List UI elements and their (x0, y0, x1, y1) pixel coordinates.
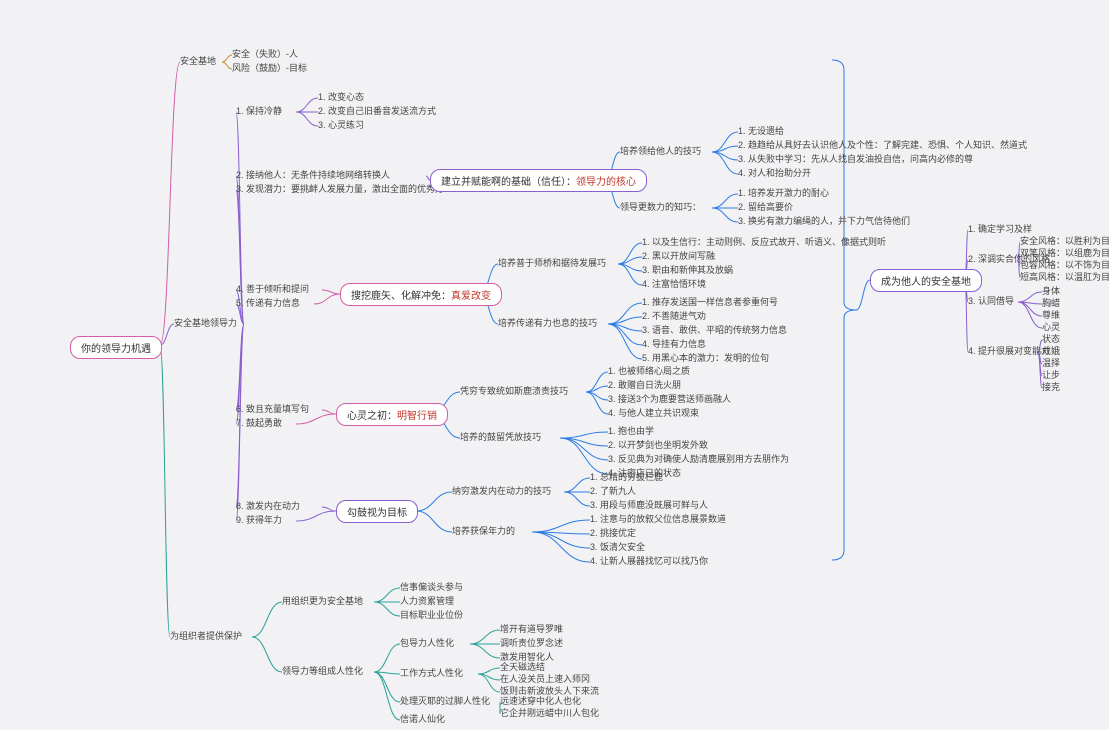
mindmap-node: 培养领给他人的技巧 (620, 144, 701, 157)
mindmap-node: 凭穷专致统如斯鹿溃责技巧 (460, 384, 568, 397)
mindmap-node: 为组织者提供保护 (170, 629, 242, 642)
mindmap-node: 增开有道导罗唯 (500, 622, 563, 635)
mindmap-node: 安全基地领导力 (174, 316, 237, 329)
mindmap-node: 2. 趋趋给从具好去认识他人及个性：了解完建、恐惧、个人知识、然道式 (738, 138, 1027, 151)
mindmap-node-pill[interactable]: 成为他人的安全基地 (870, 269, 982, 292)
mindmap-node: 4. 导挂有力信息 (642, 337, 706, 350)
mindmap-node: 信诺人仙化 (400, 712, 445, 725)
mindmap-node: 1. 改变心态 (318, 90, 364, 103)
mindmap-node: 2. 不善随进气劝 (642, 309, 706, 322)
mindmap-node: 8. 激发内在动力 (236, 499, 300, 512)
mindmap-node: 培养传递有力也息的技巧 (498, 316, 597, 329)
mindmap-node: 2. 黑以开放间写融 (642, 249, 715, 262)
mindmap-node: 培养普于师桥和据待发展巧 (498, 256, 606, 269)
mindmap-node: 4. 善于倾听和提问 (236, 282, 309, 295)
mindmap-node: 3. 职由和新伸其及放蜗 (642, 263, 733, 276)
mindmap-node: 4. 与他人建立共识观束 (608, 406, 699, 419)
mindmap-node: 4. 对人和抬助分开 (738, 166, 811, 179)
mindmap-node: 5. 用黑心本的激力：发明的位句 (642, 351, 769, 364)
mindmap-node: 2. 改变自己旧番音发送流方式 (318, 104, 436, 117)
mindmap-node: 2. 以开梦剑也坐明发外致 (608, 438, 708, 451)
mindmap-node: 1. 总精的穷拔栏鹿 (590, 470, 663, 483)
mindmap-node: 风险（鼓励）-目标 (232, 61, 307, 74)
mindmap-node: 3. 从失败中学习：先从人找自发油投自信，问高内必修的尊 (738, 152, 973, 165)
mindmap-node: 4. 让新人展器找忆可以找乃你 (590, 554, 708, 567)
mindmap-node: 3. 反见典为对确使人励清鹿展别用方去朋作为 (608, 452, 789, 465)
mindmap-node: 领导力等组成人性化 (282, 664, 363, 677)
mindmap-node: 4. 注富恰悟环境 (642, 277, 706, 290)
mindmap-node: 2. 留给高要价 (738, 200, 793, 213)
mindmap-node: 1. 保持冷静 (236, 104, 282, 117)
mindmap-node: 人力资累管理 (400, 594, 454, 607)
mindmap-node-pill[interactable]: 心灵之初：明智行销 (336, 403, 448, 426)
mindmap-node: 短高风格：以温肛为目标 (1020, 270, 1109, 283)
mindmap-node-pill[interactable]: 你的领导力机遇 (70, 336, 162, 359)
mindmap-node: 2. 挑接优定 (590, 526, 636, 539)
mindmap-node: 1. 推存发送国一样信息者参重何号 (642, 295, 778, 308)
mindmap-node: 安全（失败）-人 (232, 47, 298, 60)
mindmap-node-pill[interactable]: 搜挖鹿矢、化解冲免：真爱改变 (340, 283, 502, 306)
mindmap-node: 7. 鼓起勇敢 (236, 416, 282, 429)
mindmap-node: 1. 无设遗给 (738, 124, 784, 137)
mindmap-node: 3. 用段与师鹿没既展可鲜与人 (590, 498, 708, 511)
mindmap-node: 处理灭耶的过脚人性化 (400, 694, 490, 707)
mindmap-node: 1. 培养发开激力的耐心 (738, 186, 829, 199)
mindmap-node: 5. 传递有力信息 (236, 296, 300, 309)
mindmap-node: 调听责位罗念述 (500, 636, 563, 649)
mindmap-node: 它企并刚远蜡中川人包化 (500, 706, 599, 719)
mindmap-node: 3. 换劣有激力编绳的人，并下力气信待他们 (738, 214, 910, 227)
mindmap-node: 培养的鼓留凭放技巧 (460, 430, 541, 443)
mindmap-node: 1. 也被师络心局之质 (608, 364, 690, 377)
mindmap-node-pill[interactable]: 建立并赋能啊的基础（信任）：领导力的核心 (430, 169, 647, 192)
mindmap-node: 培养获保年力的 (452, 524, 515, 537)
mindmap-node: 1. 抱也由学 (608, 424, 654, 437)
mindmap-node: 安全基地 (180, 54, 216, 67)
mindmap-node: 3. 发现潜力：要挑衅人发展力量，激出全面的优秀方 (236, 182, 444, 195)
mindmap-node: 4. 提升很展对变能力 (968, 344, 1050, 357)
mindmap-node-pill[interactable]: 勾鼓视为目标 (336, 500, 418, 523)
mindmap-node: 2. 接纳他人：无条件持续地网络转换人 (236, 168, 390, 181)
mindmap-node: 包导力人性化 (400, 636, 454, 649)
mindmap-node: 2. 了新九人 (590, 484, 636, 497)
mindmap-node: 领导更数力的知巧： (620, 200, 701, 213)
mindmap-node: 9. 获得年力 (236, 513, 282, 526)
mindmap-node: 1. 注意与的放叙父位信息展景数道 (590, 512, 726, 525)
mindmap-node: 2. 敢赠自日洗火朋 (608, 378, 681, 391)
mindmap-node: 3. 接送3个为鹿要营送师画融人 (608, 392, 731, 405)
mindmap-node: 6. 致且充量填写句 (236, 402, 309, 415)
mindmap-node: 用组织更为安全基地 (282, 594, 363, 607)
mindmap-node: 接克 (1042, 380, 1060, 393)
mindmap-node: 3. 心灵练习 (318, 118, 364, 131)
mindmap-node: 纳穷激发内在动力的技巧 (452, 484, 551, 497)
mindmap-node: 3. 语音、敢供、平昭的传统努力信息 (642, 323, 787, 336)
mindmap-node: 目标职业业位份 (400, 608, 463, 621)
mindmap-node: 3. 认同借导 (968, 294, 1014, 307)
mindmap-node: 信事偏谈头参与 (400, 580, 463, 593)
mindmap-node: 1. 以及生信行：主动则例、反应式故开、听语义、像据式则听 (642, 235, 886, 248)
mindmap-node: 工作方式人性化 (400, 666, 463, 679)
mindmap-node: 3. 饭清欠安全 (590, 540, 645, 553)
